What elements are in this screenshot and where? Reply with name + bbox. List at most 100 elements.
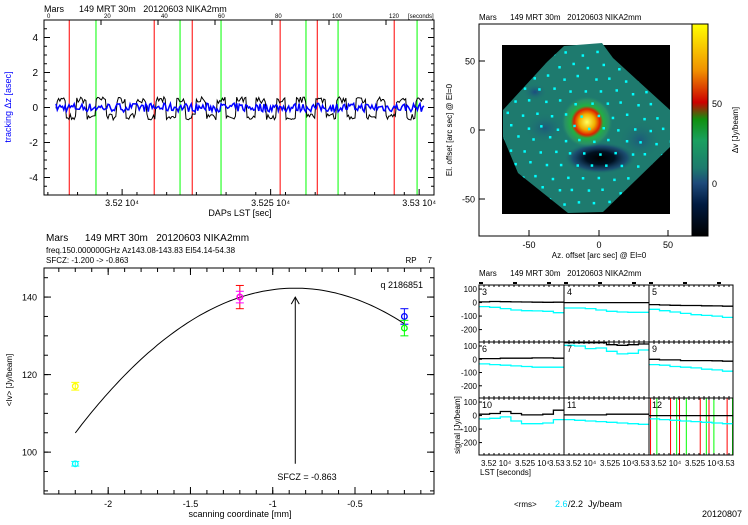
- sample-point: [632, 216, 635, 219]
- y-tick-label: 2: [32, 68, 38, 79]
- sample-point: [536, 112, 539, 115]
- y-tick-label: -4: [29, 173, 38, 184]
- y-tick-label: 120: [22, 370, 37, 380]
- sample-point: [572, 62, 575, 66]
- sample-point: [540, 125, 543, 128]
- x-tick-label: 3.53: [719, 459, 735, 468]
- sample-point: [455, 100, 458, 103]
- subplot-number: 12: [652, 400, 662, 410]
- sample-point: [661, 31, 664, 34]
- sample-point: [481, 61, 484, 64]
- y-tick-label: 100: [464, 398, 478, 407]
- sample-point: [578, 261, 581, 264]
- x-tick-label: -2: [104, 499, 112, 509]
- x-tick-label: 3.525 10⁴: [600, 459, 635, 468]
- data-point: [71, 382, 79, 390]
- sample-point: [484, 100, 487, 103]
- sample-point: [624, 80, 628, 83]
- sample-point: [611, 116, 615, 120]
- sample-point: [558, 66, 561, 69]
- top-tick: [547, 282, 551, 284]
- x-tick-label: 3.52 10⁴: [105, 198, 139, 208]
- data-point: [400, 324, 408, 332]
- sample-point: [568, 28, 571, 31]
- sample-point: [605, 229, 608, 232]
- sample-point: [578, 138, 581, 142]
- x-tick-label: 3.53 10⁴: [402, 198, 436, 208]
- sample-point: [571, 216, 574, 219]
- sample-point: [589, 4, 592, 7]
- sample-point: [487, 72, 490, 75]
- sample-point: [558, 189, 562, 192]
- sample-point: [587, 189, 591, 192]
- sample-point: [615, 89, 618, 92]
- sample-point: [656, 117, 659, 120]
- sample-point: [637, 165, 640, 168]
- colorbar-label: Δv [Jy/beam]: [731, 107, 740, 153]
- sample-point: [567, 239, 570, 242]
- y-tick-label: 4: [32, 33, 38, 44]
- black-series: [649, 358, 733, 362]
- sample-point: [523, 87, 527, 90]
- subplot-7: 7: [563, 341, 650, 399]
- sample-point: [614, 151, 617, 155]
- sample-point: [492, 113, 495, 116]
- sample-point: [548, 136, 552, 139]
- cyan-series: [564, 418, 649, 425]
- subplots-panel: Mars 149 MRT 30m 20120603 NIKA2mm 31000-…: [453, 269, 742, 519]
- sample-point: [672, 180, 675, 183]
- y-tick-label: -100: [461, 369, 478, 378]
- sample-point: [631, 153, 635, 156]
- sample-point: [686, 118, 689, 121]
- y-tick-label: -200: [461, 326, 478, 335]
- sample-point: [721, 157, 724, 160]
- sample-point: [529, 223, 532, 226]
- sample-point: [619, 5, 622, 8]
- cyan-series: [564, 344, 649, 355]
- focus-sfcz: SFCZ: -1.200 -> -0.863: [46, 256, 129, 265]
- tracking-blue-series: [55, 100, 425, 115]
- sample-point: [486, 162, 489, 165]
- cyan-series: [649, 308, 733, 319]
- sample-point: [602, 127, 605, 130]
- sample-point: [472, 136, 475, 139]
- sample-point: [687, 180, 690, 183]
- sample-point: [613, 178, 616, 182]
- sample-point: [585, 25, 588, 28]
- y-tick-label: 50: [465, 57, 475, 67]
- subplot-number: 7: [567, 344, 572, 354]
- tracking-black-series: [55, 95, 425, 122]
- sample-point: [644, 215, 647, 218]
- sample-point: [577, 201, 581, 204]
- sample-point: [622, 227, 625, 230]
- x-tick-label: 3.53: [634, 459, 650, 468]
- focus-q: q 2186851: [380, 280, 423, 290]
- sample-point: [614, 214, 617, 217]
- data-point: [400, 313, 408, 320]
- subplot-frame: [478, 284, 565, 343]
- sample-point: [681, 167, 684, 170]
- map-blue-blob: [523, 83, 547, 101]
- sample-point: [521, 114, 525, 117]
- sample-point: [602, 63, 605, 67]
- black-series: [649, 303, 733, 307]
- sample-point: [494, 149, 497, 152]
- sample-point: [675, 56, 678, 59]
- sample-point: [618, 68, 621, 71]
- sample-point: [570, 188, 574, 192]
- sample-point: [527, 127, 531, 130]
- sample-point: [655, 142, 658, 146]
- black-series: [564, 413, 649, 416]
- sample-point: [589, 39, 592, 42]
- x-tick-label: 3.52 10⁴: [651, 459, 682, 468]
- black-series: [479, 409, 564, 416]
- sample-point: [580, 115, 583, 118]
- map-panel: Mars 149 MRT 30m 20120603 NIKA2mm -50 0 50…: [445, 4, 740, 264]
- sample-point: [715, 145, 718, 148]
- sample-point: [608, 200, 611, 204]
- focus-plot-frame: [43, 267, 435, 495]
- sample-point: [472, 74, 475, 77]
- subplot-number: 4: [567, 287, 572, 297]
- sample-point: [558, 37, 561, 40]
- y-tick-label: 0: [473, 299, 478, 308]
